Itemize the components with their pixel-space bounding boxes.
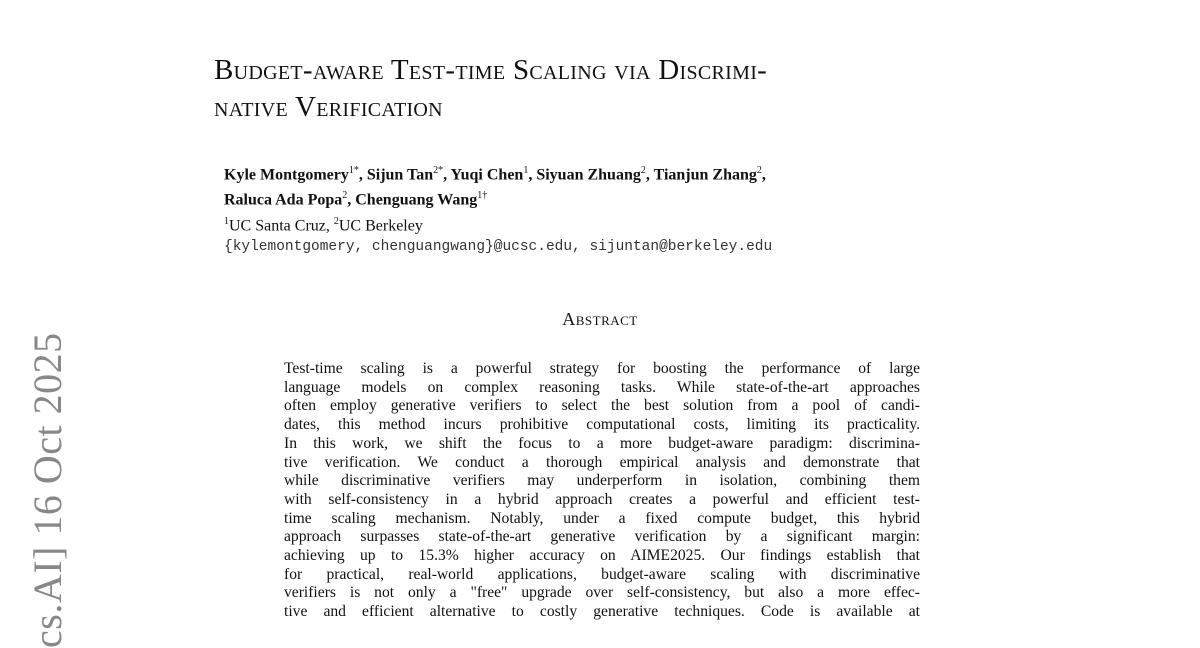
author-affiliation-mark: 2 xyxy=(756,165,762,176)
abstract-line: achieving up to 15.3% higher accuracy on… xyxy=(284,547,920,565)
author-block: Kyle Montgomery1*, Sijun Tan2*, Yuqi Che… xyxy=(224,160,772,258)
abstract-line: Test-time scaling is a powerful strategy… xyxy=(284,360,920,377)
abstract-line: language models on complex reasoning tas… xyxy=(284,378,920,396)
abstract-line: often employ generative verifiers to sel… xyxy=(284,397,920,415)
author-affiliation-mark: 2 xyxy=(342,190,348,202)
abstract-line: dates, this method incurs prohibitive co… xyxy=(284,416,920,434)
affiliations: 1UC Santa Cruz, 2UC Berkeley xyxy=(224,215,423,234)
title-line: native Verification xyxy=(214,91,443,123)
author-emails: {kylemontgomery, chenguangwang}@ucsc.edu… xyxy=(224,238,773,255)
author-affiliation-mark: 1 xyxy=(523,165,529,176)
author-name: Raluca Ada Popa xyxy=(224,191,343,209)
abstract-line: while discriminative verifiers may under… xyxy=(284,472,920,490)
abstract-line: tive and efficient alternative to costly… xyxy=(284,603,920,621)
affiliation-mark: 1 xyxy=(224,215,229,227)
author-line: Raluca Ada Popa2, Chenguang Wang1† xyxy=(224,190,488,209)
author-name: Kyle Montgomery xyxy=(224,166,349,184)
author-name: Chenguang Wang xyxy=(355,191,478,209)
abstract-body: Test-time scaling is a powerful strategy… xyxy=(284,360,920,622)
author-affiliation-mark: 1* xyxy=(348,165,359,176)
author-affiliation-mark: 2* xyxy=(433,165,444,176)
abstract-line: with self-consistency in a hybrid approa… xyxy=(284,490,920,508)
abstract-line: time scaling mechanism. Notably, under a… xyxy=(284,509,920,527)
arxiv-stamp: cs.AI] 16 Oct 2025 xyxy=(25,332,70,648)
author-name: Sijun Tan xyxy=(366,166,434,184)
abstract-line: for practical, real-world applications, … xyxy=(284,565,920,583)
author-name: Yuqi Chen xyxy=(450,166,524,184)
abstract-line: verifiers is not only a "free" upgrade o… xyxy=(284,584,920,602)
abstract-line: approach surpasses state-of-the-art gene… xyxy=(284,528,920,546)
author-affiliation-mark: 2 xyxy=(640,165,646,176)
affiliation-name: UC Berkeley xyxy=(338,216,423,234)
author-affiliation-mark: 1† xyxy=(477,190,488,202)
paper-title: Budget-aware Test-time Scaling via Discr… xyxy=(214,52,767,126)
title-line: Budget-aware Test-time Scaling via Discr… xyxy=(214,54,768,86)
affiliation-name: UC Santa Cruz xyxy=(229,216,326,234)
author-name: Tianjun Zhang xyxy=(653,166,757,184)
author-name: Siyuan Zhuang xyxy=(536,166,641,184)
author-line: Kyle Montgomery1*, Sijun Tan2*, Yuqi Che… xyxy=(224,165,766,184)
affiliation-mark: 2 xyxy=(333,215,339,227)
abstract-line: tive verification. We conduct a thorough… xyxy=(284,453,920,471)
abstract-heading: Abstract xyxy=(562,309,638,329)
abstract-line: In this work, we shift the focus to a mo… xyxy=(284,434,920,452)
